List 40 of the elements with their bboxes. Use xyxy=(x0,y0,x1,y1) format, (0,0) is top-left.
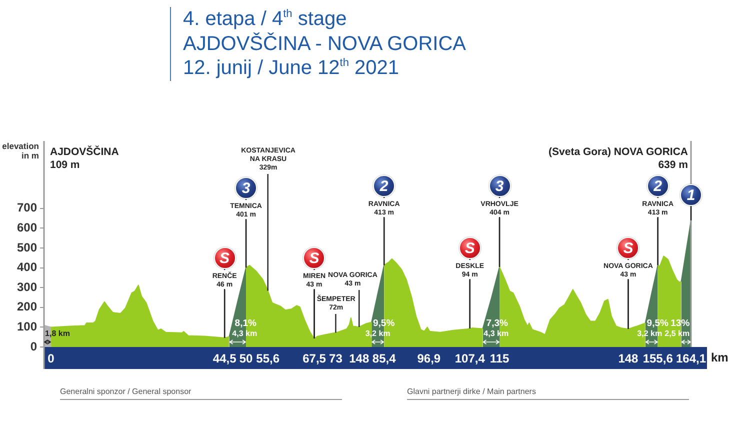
letter-badge-icon: S xyxy=(214,247,236,269)
letter-badge-icon: S xyxy=(303,247,326,269)
x-tick-label: 115 xyxy=(490,352,510,366)
y-tick-label: 400 xyxy=(16,260,38,274)
x-tick-label: 164,1 xyxy=(676,352,706,366)
x-tick-label: 85,4 xyxy=(372,352,396,366)
x-tick-label: 44,5 xyxy=(212,352,237,366)
x-tick-label: 148 xyxy=(618,352,639,366)
x-tick-label: 55,6 xyxy=(256,352,280,366)
y-tick-label: 600 xyxy=(16,220,38,234)
number-badge-icon: 1 xyxy=(680,184,702,206)
letter-badge-icon: S xyxy=(617,237,640,259)
y-tick-label: 0 xyxy=(30,339,38,354)
x-tick-label: 0 xyxy=(48,352,55,366)
number-badge-icon: 2 xyxy=(646,175,669,197)
y-tick-label: 200 xyxy=(16,300,38,314)
x-tick-label: 155,6 xyxy=(642,352,674,366)
series-label: 8,1% 4,3 km xyxy=(232,318,258,338)
chart-subtitle: AJDOVŠČINA - NOVA GORICA 12. junij / June 12$^{th}$ 2021 xyxy=(183,32,466,80)
y-tick-label: 300 xyxy=(16,280,38,294)
x-axis-title: km xyxy=(711,350,728,364)
y-tick-label: 500 xyxy=(16,240,38,254)
text: Generalni sponzor / General sponsor xyxy=(60,387,342,400)
x-tick-label: 96,9 xyxy=(417,352,441,366)
y-tick-label: 100 xyxy=(16,320,38,334)
y-axis-title: elevation in m xyxy=(2,141,40,160)
x-tick-label: 50 xyxy=(239,352,254,366)
number-badge-icon: 2 xyxy=(373,175,396,197)
x-tick-label: 107,4 xyxy=(454,352,486,366)
text: Glavni partnerji dirke / Main partners xyxy=(407,387,689,400)
series-label: 7,3% 4,3 km xyxy=(484,318,509,338)
x-tick-label: 73 xyxy=(329,352,343,366)
x-tick-label: 67,5 xyxy=(302,352,326,366)
letter-badge-icon: S xyxy=(458,237,481,259)
y-tick-label: 700 xyxy=(16,200,38,215)
annotation: (Sveta Gora) NOVA GORICA 639 m xyxy=(548,146,688,171)
number-badge-icon: 3 xyxy=(488,175,510,197)
number-badge-icon: 3 xyxy=(235,177,258,199)
chart-title: 4. etapa / 4$^{th}$ stage xyxy=(183,7,348,32)
annotation: AJDOVŠČINA 109 m xyxy=(50,145,120,171)
